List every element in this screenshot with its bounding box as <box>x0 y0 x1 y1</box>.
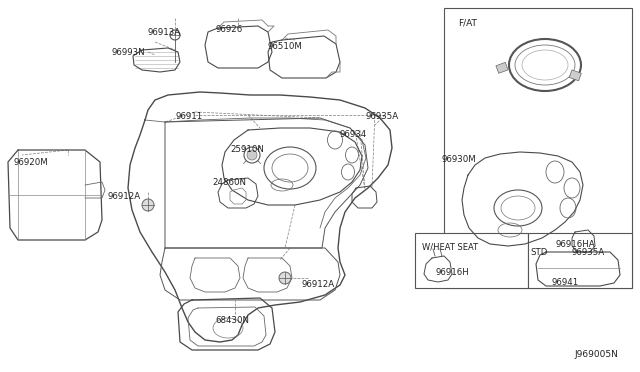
Text: 96912A: 96912A <box>107 192 140 201</box>
Text: 96916HA: 96916HA <box>556 240 596 249</box>
Bar <box>415 233 528 288</box>
Text: W/HEAT SEAT: W/HEAT SEAT <box>422 243 478 252</box>
Text: 96926: 96926 <box>216 25 243 34</box>
Text: 68430N: 68430N <box>215 316 249 325</box>
Text: 96930M: 96930M <box>441 155 476 164</box>
Bar <box>528 233 632 288</box>
Text: 96510M: 96510M <box>268 42 303 51</box>
Circle shape <box>279 272 291 284</box>
Text: 96993N: 96993N <box>112 48 146 57</box>
Bar <box>569 70 581 81</box>
Text: 96935A: 96935A <box>572 248 605 257</box>
Text: 96911: 96911 <box>175 112 202 121</box>
Text: 96935A: 96935A <box>366 112 399 121</box>
Text: 96916H: 96916H <box>435 268 468 277</box>
Text: 25910N: 25910N <box>230 145 264 154</box>
Circle shape <box>247 150 257 160</box>
Text: 96913A: 96913A <box>148 28 181 37</box>
Bar <box>496 62 508 73</box>
Text: 96920M: 96920M <box>14 158 49 167</box>
Circle shape <box>142 199 154 211</box>
Text: 96941: 96941 <box>552 278 579 287</box>
Text: 96912A: 96912A <box>302 280 335 289</box>
Text: F/AT: F/AT <box>458 18 477 27</box>
Bar <box>444 8 632 288</box>
Text: J969005N: J969005N <box>574 350 618 359</box>
Text: 24860N: 24860N <box>212 178 246 187</box>
Text: STD: STD <box>530 248 547 257</box>
Text: 96934: 96934 <box>340 130 367 139</box>
